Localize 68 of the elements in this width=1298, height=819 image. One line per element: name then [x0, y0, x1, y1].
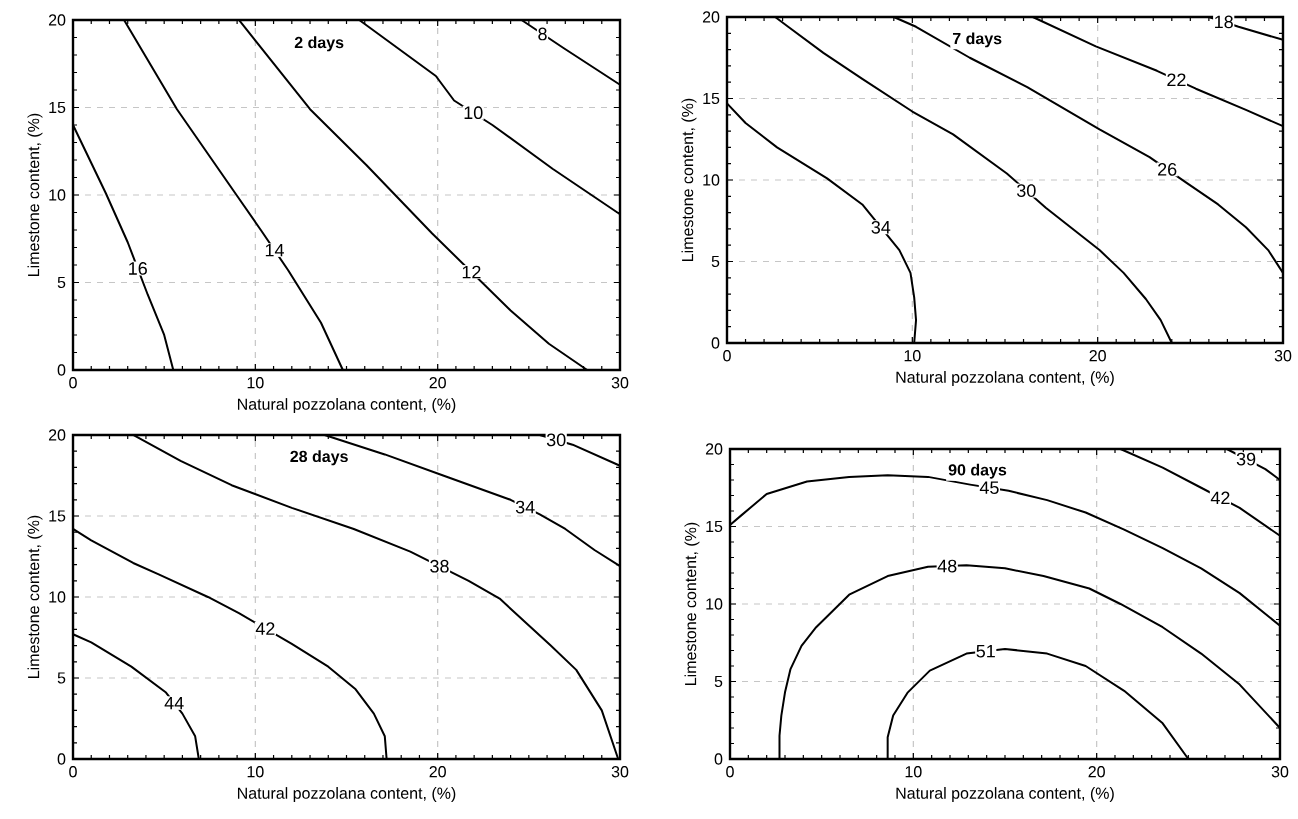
legend-label: 30 — [546, 433, 566, 447]
series-label: 44 — [164, 696, 184, 710]
series-label: 22 — [1167, 73, 1186, 87]
series-label: 26 — [1158, 163, 1177, 176]
y-axis-title: Limestone content, (%) — [684, 522, 700, 685]
series-label: 42 — [255, 622, 275, 635]
legend-label: 39 — [1236, 452, 1256, 466]
series-label: 48 — [937, 559, 957, 573]
x-tick-label: 30 — [611, 377, 629, 389]
series-label: 42 — [1210, 491, 1230, 505]
x-axis-title: Natural pozzolana content, (%) — [237, 787, 456, 803]
series-label: 38 — [430, 559, 449, 573]
y-tick-label: 10 — [49, 189, 66, 201]
y-tick-label: 15 — [703, 92, 720, 105]
y-tick-label: 20 — [48, 14, 66, 26]
series-label: 30 — [1016, 184, 1036, 197]
x-tick-label: 30 — [611, 766, 629, 778]
y-tick-label: 0 — [711, 337, 720, 349]
series-label: 51 — [976, 644, 995, 658]
legend-label: 18 — [1215, 15, 1233, 29]
x-tick-label: 0 — [726, 766, 734, 778]
y-tick-label: 15 — [49, 101, 66, 114]
series-label: 34 — [515, 500, 535, 514]
x-axis-title: Natural pozzolana content, (%) — [896, 371, 1114, 387]
y-tick-label: 0 — [714, 753, 723, 765]
y-tick-label: 20 — [705, 443, 723, 455]
y-tick-label: 10 — [49, 591, 66, 603]
x-tick-label: 0 — [723, 350, 731, 362]
x-tick-label: 20 — [1088, 766, 1105, 778]
x-tick-label: 10 — [905, 766, 922, 778]
series-label: 45 — [979, 481, 999, 495]
y-tick-label: 15 — [706, 520, 723, 533]
y-tick-label: 20 — [48, 429, 66, 441]
y-tick-label: 10 — [706, 598, 723, 610]
x-tick-label: 10 — [904, 350, 921, 362]
text: 28 days — [290, 450, 348, 466]
x-tick-label: 20 — [1089, 350, 1106, 362]
x-tick-label: 0 — [69, 377, 77, 389]
x-tick-label: 30 — [1274, 350, 1292, 362]
x-axis-title: Natural pozzolana content, (%) — [237, 398, 456, 414]
x-tick-label: 30 — [1271, 766, 1289, 778]
series-label: 12 — [462, 265, 481, 279]
series-label: 16 — [129, 262, 147, 275]
y-tick-label: 15 — [49, 510, 66, 522]
series-label: 14 — [265, 243, 284, 257]
y-axis-title: Limestone content, (%) — [27, 113, 43, 276]
y-tick-label: 5 — [714, 675, 723, 688]
text: 90 days — [948, 463, 1007, 479]
x-axis-title: Natural pozzolana content, (%) — [896, 787, 1114, 803]
y-axis-title: Limestone content, (%) — [27, 515, 43, 678]
x-tick-label: 20 — [429, 377, 446, 389]
y-tick-label: 5 — [57, 672, 66, 684]
y-tick-label: 20 — [702, 11, 720, 23]
y-tick-label: 5 — [57, 276, 66, 289]
y-tick-label: 0 — [57, 364, 66, 376]
series-label: 34 — [871, 220, 891, 234]
series-label: 10 — [464, 106, 483, 120]
x-tick-label: 0 — [69, 766, 77, 778]
y-tick-label: 0 — [57, 753, 66, 765]
y-tick-label: 10 — [703, 174, 720, 186]
y-tick-label: 5 — [711, 255, 720, 268]
legend-label: 8 — [538, 27, 547, 41]
x-tick-label: 10 — [247, 766, 264, 778]
text: 2 days — [294, 36, 344, 52]
y-axis-title: Limestone content, (%) — [681, 98, 697, 261]
x-tick-label: 20 — [429, 766, 446, 778]
text: 7 days — [952, 32, 1002, 48]
x-tick-label: 10 — [247, 377, 264, 389]
